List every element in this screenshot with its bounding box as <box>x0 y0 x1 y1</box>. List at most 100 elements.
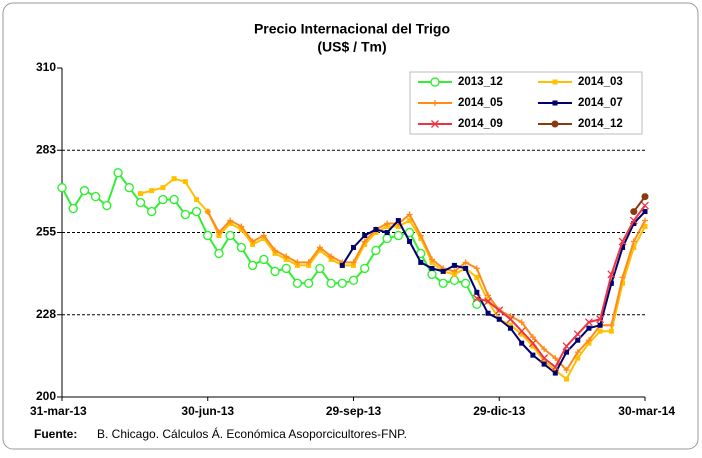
legend-label: 2014_09 <box>458 118 503 130</box>
marker <box>517 327 526 336</box>
marker <box>620 280 626 286</box>
marker <box>642 217 648 224</box>
legend-marker <box>552 79 558 85</box>
marker <box>315 263 325 274</box>
marker <box>169 194 179 205</box>
marker <box>158 194 168 205</box>
marker <box>204 208 211 215</box>
marker <box>272 247 279 254</box>
marker <box>407 238 413 244</box>
source-text: B. Chicago. Cálculos Á. Económica Asopor… <box>97 426 407 441</box>
marker <box>440 268 446 274</box>
marker <box>620 244 626 250</box>
marker <box>191 206 202 217</box>
marker <box>429 265 435 271</box>
marker <box>551 363 560 372</box>
legend-marker <box>552 100 558 106</box>
marker <box>236 242 247 253</box>
marker <box>507 322 513 328</box>
marker <box>530 343 536 349</box>
marker <box>449 275 460 286</box>
marker <box>160 185 166 191</box>
marker <box>584 318 593 327</box>
marker <box>294 259 301 266</box>
legend-label: 2013_12 <box>458 76 503 88</box>
legend-label: 2014_05 <box>458 97 503 109</box>
marker <box>292 278 303 289</box>
y-tick-label: 228 <box>36 307 56 321</box>
source-label: Fuente: <box>34 427 77 441</box>
marker <box>214 248 224 259</box>
marker <box>373 227 379 233</box>
marker <box>596 315 605 324</box>
marker <box>642 224 648 230</box>
legend-marker <box>431 120 439 128</box>
legend-marker <box>430 77 440 87</box>
marker <box>564 376 570 382</box>
marker <box>350 259 357 266</box>
marker <box>552 370 558 376</box>
marker <box>438 278 448 289</box>
marker <box>428 256 435 263</box>
marker <box>194 197 200 203</box>
line <box>206 211 646 372</box>
marker <box>171 176 177 182</box>
marker <box>462 259 469 266</box>
marker <box>629 216 638 225</box>
marker <box>573 330 582 339</box>
marker <box>137 191 143 197</box>
marker <box>608 328 614 334</box>
marker <box>227 217 234 224</box>
marker <box>519 331 525 337</box>
marker <box>642 209 648 215</box>
marker <box>305 259 312 266</box>
marker <box>585 337 592 344</box>
marker <box>249 238 256 245</box>
marker <box>303 278 314 289</box>
marker <box>473 265 480 272</box>
marker <box>463 265 469 271</box>
y-tick-label: 200 <box>36 389 56 403</box>
marker <box>102 200 112 211</box>
marker <box>460 278 471 289</box>
marker <box>597 322 603 328</box>
marker <box>149 188 155 194</box>
marker <box>68 203 78 214</box>
marker <box>382 233 392 244</box>
marker <box>541 361 547 367</box>
marker <box>281 263 291 274</box>
marker <box>395 218 401 224</box>
marker <box>351 244 356 250</box>
marker <box>361 238 368 245</box>
marker <box>474 274 480 280</box>
marker <box>575 355 581 361</box>
marker <box>238 223 245 230</box>
marker <box>406 211 413 218</box>
marker <box>597 328 603 334</box>
marker <box>484 297 492 306</box>
line <box>341 210 646 375</box>
marker <box>552 367 558 373</box>
marker <box>362 232 368 238</box>
marker <box>518 319 525 326</box>
marker <box>631 244 637 250</box>
marker <box>225 230 235 241</box>
marker <box>474 289 480 295</box>
marker <box>564 349 570 355</box>
marker <box>552 355 559 362</box>
marker <box>608 322 615 329</box>
marker <box>619 274 626 281</box>
marker <box>360 263 370 274</box>
series <box>630 193 649 216</box>
marker <box>79 185 90 196</box>
marker <box>247 260 258 271</box>
marker <box>608 280 614 286</box>
marker <box>541 358 547 364</box>
y-tick-label: 283 <box>36 142 56 156</box>
marker <box>113 167 123 178</box>
marker <box>337 278 347 289</box>
marker <box>384 220 391 227</box>
legend-marker <box>551 120 559 128</box>
marker <box>540 354 549 363</box>
marker <box>90 191 101 202</box>
